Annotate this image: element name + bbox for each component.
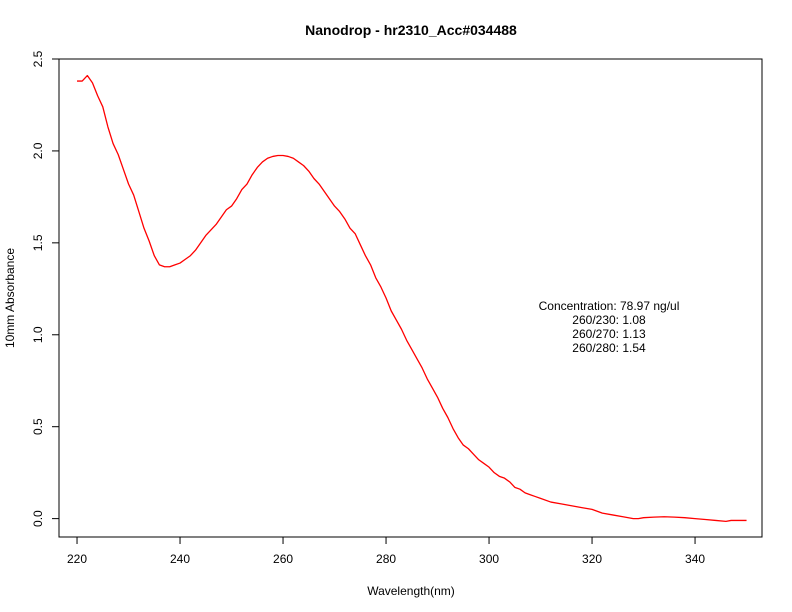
y-tick-label-5: 2.5 xyxy=(31,50,45,67)
x-axis: 220 240 260 280 300 320 340 xyxy=(67,537,705,566)
annotation-ratio-260-270: 260/270: 1.13 xyxy=(572,327,646,341)
x-tick-label-0: 220 xyxy=(67,552,87,566)
x-tick-label-1: 240 xyxy=(170,552,190,566)
annotation-ratio-260-280: 260/280: 1.54 xyxy=(572,341,646,355)
x-tick-label-6: 340 xyxy=(685,552,705,566)
series-layer xyxy=(77,74,747,523)
x-axis-label: Wavelength(nm) xyxy=(367,584,455,598)
chart-title: Nanodrop - hr2310_Acc#034488 xyxy=(305,22,517,38)
absorbance-series-line-0 xyxy=(77,74,747,523)
y-axis: 0.0 0.5 1.0 1.5 2.0 2.5 xyxy=(31,50,59,527)
y-tick-label-1: 0.5 xyxy=(31,418,45,435)
annotation-concentration: Concentration: 78.97 ng/ul xyxy=(539,299,680,313)
x-tick-label-3: 280 xyxy=(376,552,396,566)
y-tick-label-2: 1.0 xyxy=(31,326,45,343)
x-tick-label-4: 300 xyxy=(479,552,499,566)
x-tick-label-5: 320 xyxy=(582,552,602,566)
y-axis-label: 10mm Absorbance xyxy=(3,248,17,348)
y-tick-label-0: 0.0 xyxy=(31,510,45,527)
y-tick-label-4: 2.0 xyxy=(31,142,45,159)
plot-frame xyxy=(58,58,763,538)
annotation-block: Concentration: 78.97 ng/ul 260/230: 1.08… xyxy=(539,299,680,355)
annotation-ratio-260-230: 260/230: 1.08 xyxy=(572,313,646,327)
y-tick-label-3: 1.5 xyxy=(31,234,45,251)
x-tick-label-2: 260 xyxy=(273,552,293,566)
